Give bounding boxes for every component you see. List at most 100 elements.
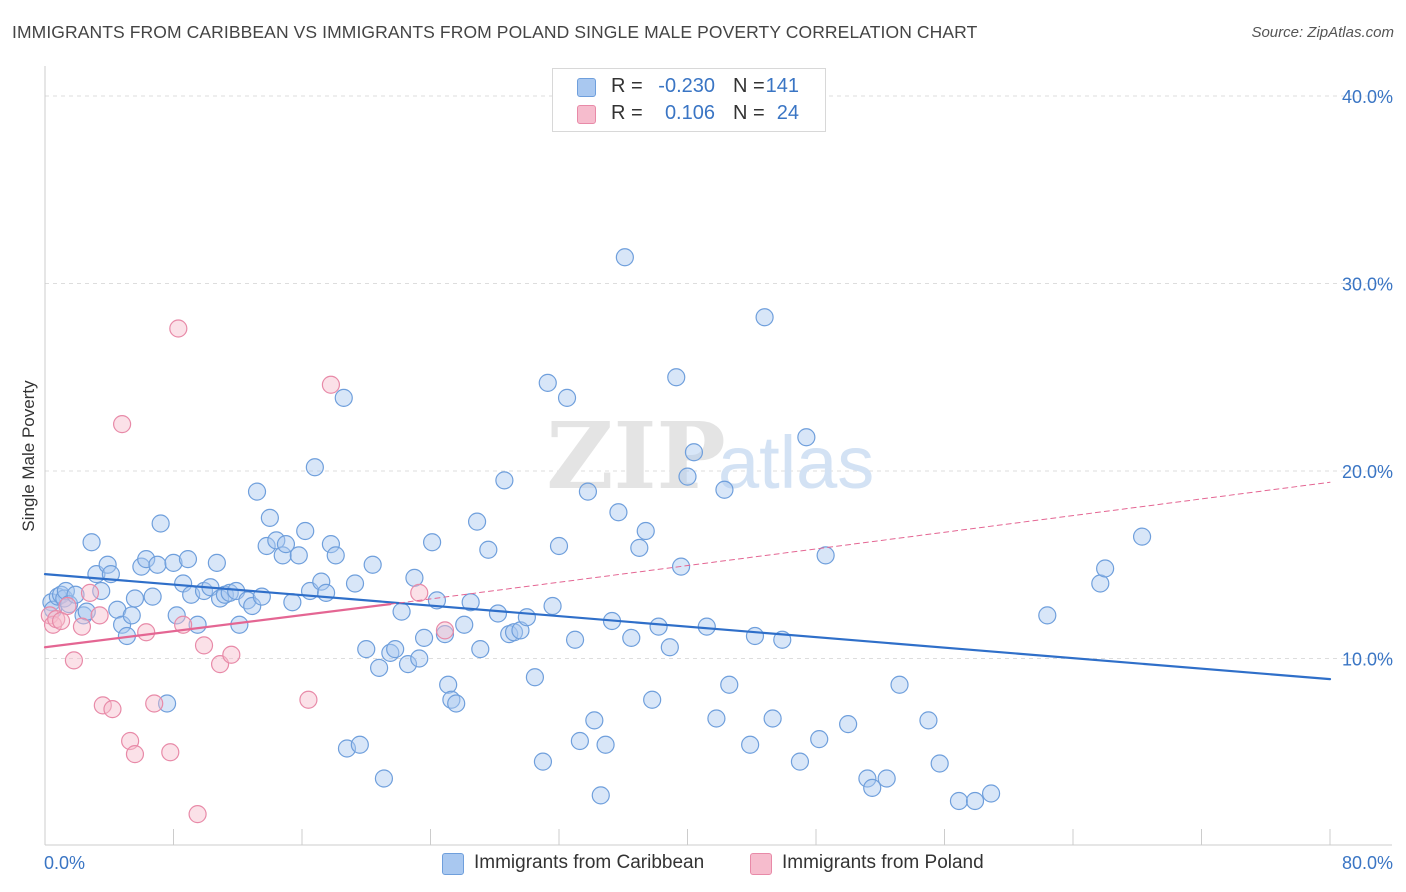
- point-caribbean: [370, 658, 389, 677]
- point-poland: [125, 745, 145, 764]
- trend-layer: [43, 481, 1332, 681]
- point-poland: [72, 617, 92, 636]
- point-caribbean: [557, 388, 577, 407]
- trend-line-poland-projection: [389, 481, 1331, 605]
- point-caribbean: [1038, 606, 1057, 625]
- point-caribbean: [479, 540, 498, 559]
- point-poland: [145, 694, 164, 713]
- point-caribbean: [283, 593, 302, 612]
- point-caribbean: [684, 443, 704, 462]
- point-caribbean: [243, 596, 262, 616]
- point-caribbean: [533, 752, 553, 771]
- point-caribbean: [649, 617, 668, 636]
- point-caribbean: [112, 615, 132, 634]
- point-caribbean: [467, 512, 487, 531]
- legend-r-value-caribbean: -0.230: [658, 75, 715, 97]
- point-caribbean: [504, 623, 524, 642]
- point-caribbean: [609, 503, 628, 522]
- point-poland: [58, 596, 77, 616]
- point-caribbean: [455, 615, 474, 634]
- point-caribbean: [643, 690, 662, 709]
- point-caribbean: [745, 626, 765, 646]
- bottom-legend-label-caribbean: Immigrants from Caribbean: [474, 852, 705, 873]
- point-caribbean: [257, 536, 276, 556]
- point-caribbean: [565, 630, 585, 649]
- point-poland: [188, 805, 207, 824]
- point-caribbean: [423, 533, 442, 552]
- point-poland: [93, 696, 112, 715]
- points-layer: [40, 248, 1152, 824]
- point-poland: [169, 319, 188, 338]
- point-caribbean: [596, 735, 615, 754]
- point-caribbean: [636, 521, 655, 541]
- bottom-legend-swatch-poland: [750, 853, 772, 875]
- point-caribbean: [1132, 527, 1152, 546]
- legend-n-label: N =: [733, 75, 765, 97]
- watermark-zip: ZIP: [546, 402, 725, 510]
- bottom-legend-label-poland: Immigrants from Poland: [782, 852, 984, 873]
- point-caribbean: [405, 568, 424, 587]
- point-poland: [161, 743, 180, 762]
- point-caribbean: [148, 555, 167, 574]
- point-caribbean: [178, 550, 198, 569]
- grid-layer: [45, 95, 1392, 659]
- point-caribbean: [82, 533, 101, 552]
- x-tick-label: 0.0%: [44, 853, 85, 873]
- point-caribbean: [167, 606, 186, 625]
- point-caribbean: [276, 535, 296, 554]
- point-caribbean: [316, 583, 336, 602]
- point-caribbean: [164, 553, 183, 572]
- point-caribbean: [839, 715, 858, 734]
- point-caribbean: [667, 368, 686, 387]
- point-caribbean: [763, 709, 782, 728]
- point-poland: [64, 651, 84, 670]
- point-caribbean: [816, 546, 835, 565]
- point-caribbean: [585, 711, 604, 730]
- point-caribbean: [350, 735, 369, 754]
- point-caribbean: [334, 388, 353, 407]
- point-poland: [80, 583, 100, 602]
- y-tick-label: 40.0%: [1342, 87, 1393, 107]
- point-poland: [194, 636, 214, 655]
- y-tick-label: 10.0%: [1342, 650, 1393, 670]
- legend-r-value-poland: 0.106: [664, 102, 715, 124]
- legend-swatch-caribbean: [577, 78, 596, 97]
- point-poland: [299, 690, 318, 709]
- point-caribbean: [678, 467, 697, 486]
- point-caribbean: [591, 786, 610, 805]
- point-caribbean: [890, 675, 909, 694]
- point-poland: [103, 700, 122, 719]
- legend-r-label: R =: [611, 102, 643, 124]
- point-caribbean: [790, 752, 810, 771]
- point-caribbean: [289, 546, 308, 565]
- point-poland: [90, 606, 109, 625]
- point-caribbean: [312, 572, 331, 591]
- trend-line-poland: [43, 603, 392, 649]
- point-caribbean: [143, 587, 162, 606]
- point-caribbean: [715, 480, 734, 499]
- legend-n-label: N =: [733, 102, 765, 124]
- point-caribbean: [267, 531, 286, 550]
- point-poland: [112, 415, 132, 434]
- point-caribbean: [578, 482, 598, 501]
- point-caribbean: [965, 791, 985, 811]
- point-caribbean: [1096, 559, 1115, 578]
- y-axis-label: Single Male Poverty: [19, 380, 38, 532]
- point-caribbean: [720, 675, 739, 694]
- trend-line-caribbean: [43, 573, 1332, 681]
- point-caribbean: [151, 514, 170, 533]
- legend-n-value-caribbean: 141: [765, 75, 799, 97]
- point-caribbean: [345, 574, 365, 593]
- point-poland: [222, 645, 241, 664]
- point-caribbean: [615, 248, 634, 267]
- label-layer: 10.0% 20.0% 30.0% 40.0% 0.0% 80.0%: [44, 87, 1393, 873]
- point-caribbean: [981, 784, 1001, 803]
- x-tick-label: 80.0%: [1342, 853, 1393, 873]
- source-label: Source: ZipAtlas.com: [1251, 24, 1394, 41]
- point-caribbean: [363, 555, 382, 574]
- point-caribbean: [296, 521, 315, 541]
- point-caribbean: [755, 308, 774, 327]
- point-caribbean: [326, 546, 345, 565]
- point-caribbean: [570, 731, 589, 751]
